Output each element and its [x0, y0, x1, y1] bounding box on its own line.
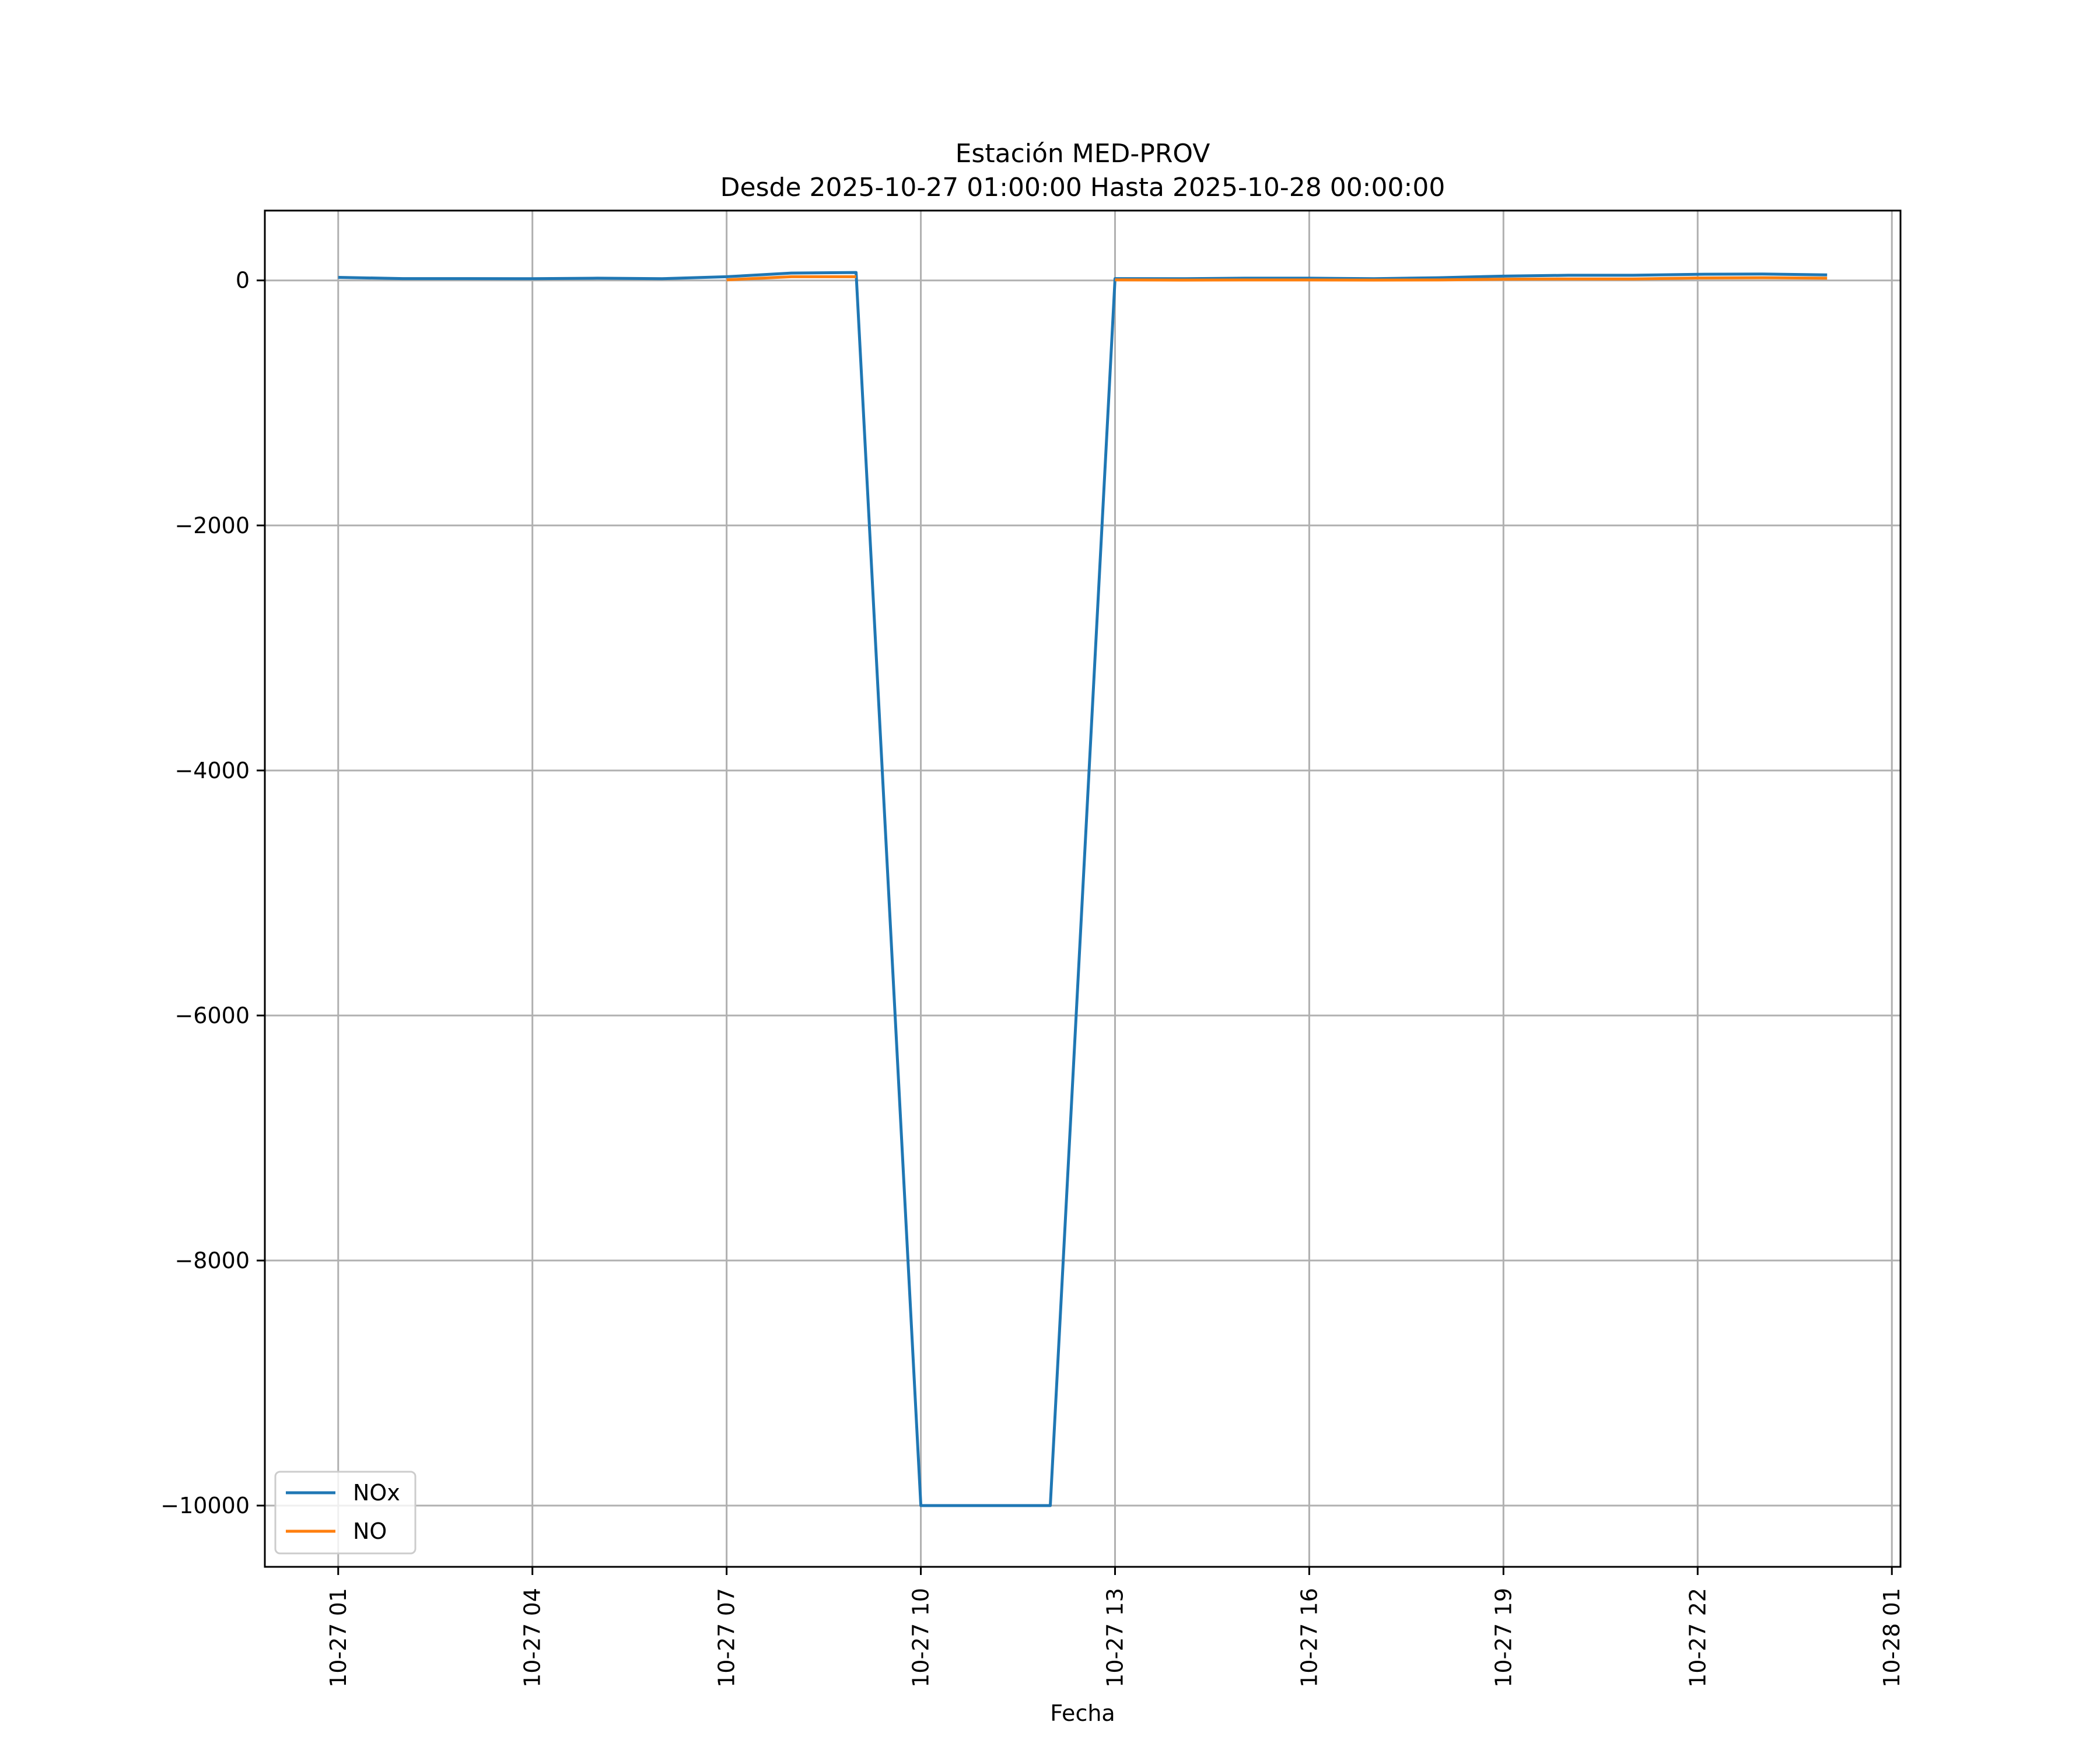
x-tick-label: 10-27 10	[908, 1588, 934, 1688]
legend-label-nox: NOx	[353, 1480, 400, 1506]
chart-subtitle: Desde 2025-10-27 01:00:00 Hasta 2025-10-…	[720, 173, 1446, 202]
series-layer	[338, 271, 1828, 1507]
legend-label-no: NO	[353, 1518, 387, 1544]
x-tick-label: 10-27 01	[326, 1588, 351, 1688]
x-tick-label: 10-27 19	[1490, 1588, 1516, 1688]
y-tick-label: −10000	[160, 1493, 250, 1518]
series-line-nox	[338, 271, 1828, 1507]
x-tick-label: 10-27 16	[1296, 1588, 1322, 1688]
y-tick-label: 0	[236, 268, 250, 293]
plot-frame	[264, 209, 1902, 1568]
axis-ticks: 10-27 01 10-27 04 10-27 07 10-27 10 10-27 13…	[160, 268, 1905, 1688]
series-line-no	[726, 275, 1828, 282]
legend: NOx NO	[274, 1471, 416, 1555]
x-tick-label: 10-27 04	[520, 1588, 545, 1688]
y-tick-label: −2000	[174, 513, 250, 538]
x-tick-label: 10-27 07	[714, 1588, 740, 1688]
x-axis-label: Fecha	[1050, 1700, 1115, 1726]
y-tick-label: −4000	[174, 758, 250, 783]
x-tick-label: 10-28 01	[1879, 1588, 1905, 1688]
chart-title: Estación MED-PROV	[956, 139, 1210, 169]
x-tick-label: 10-27 22	[1685, 1588, 1710, 1688]
grid	[265, 211, 1901, 1567]
y-tick-label: −8000	[174, 1248, 250, 1273]
y-tick-label: −6000	[174, 1003, 250, 1028]
x-tick-label: 10-27 13	[1102, 1588, 1128, 1688]
